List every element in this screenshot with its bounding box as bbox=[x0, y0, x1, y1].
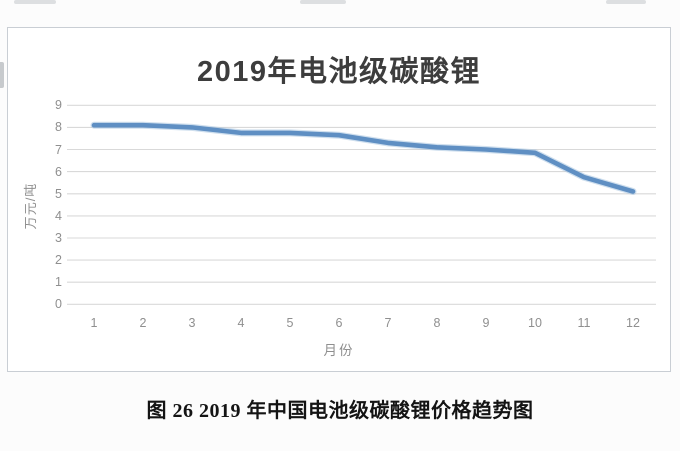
x-tick-label: 2 bbox=[139, 316, 147, 330]
y-tick-label: 4 bbox=[55, 208, 62, 223]
figure-caption: 图 26 2019 年中国电池级碳酸锂价格趋势图 bbox=[146, 400, 534, 422]
y-tick-label: 0 bbox=[55, 297, 62, 312]
y-tick-label: 2 bbox=[55, 253, 62, 268]
y-axis-title: 万元/吨 bbox=[23, 182, 38, 230]
x-tick-label: 5 bbox=[286, 316, 294, 330]
price-line bbox=[91, 122, 636, 194]
y-tick-label: 6 bbox=[55, 164, 62, 179]
x-tick-label: 4 bbox=[237, 316, 245, 330]
scan-artifact bbox=[14, 0, 56, 4]
scan-artifact bbox=[0, 62, 4, 88]
y-tick-label: 7 bbox=[55, 142, 62, 157]
x-tick-label: 11 bbox=[577, 316, 591, 330]
x-tick-label: 3 bbox=[188, 316, 196, 330]
x-tick-label: 8 bbox=[433, 316, 441, 330]
x-tick-label: 1 bbox=[90, 316, 98, 330]
x-tick-label: 10 bbox=[528, 316, 542, 330]
price-line-halo bbox=[90, 121, 637, 195]
x-tick-label: 9 bbox=[482, 316, 490, 330]
line-chart-plot bbox=[67, 104, 656, 305]
y-tick-label: 8 bbox=[55, 120, 62, 135]
y-tick-label: 9 bbox=[55, 98, 62, 113]
x-axis-title: 月份 bbox=[323, 343, 355, 358]
y-tick-label: 1 bbox=[55, 275, 62, 290]
scan-artifact bbox=[300, 0, 346, 4]
x-tick-label: 12 bbox=[626, 316, 640, 330]
y-tick-label: 5 bbox=[55, 186, 62, 201]
scan-artifact bbox=[606, 0, 646, 4]
x-tick-label: 6 bbox=[335, 316, 343, 330]
x-tick-label: 7 bbox=[384, 316, 392, 330]
chart-title: 2019年电池级碳酸锂 bbox=[196, 56, 481, 88]
y-tick-label: 3 bbox=[55, 230, 62, 245]
